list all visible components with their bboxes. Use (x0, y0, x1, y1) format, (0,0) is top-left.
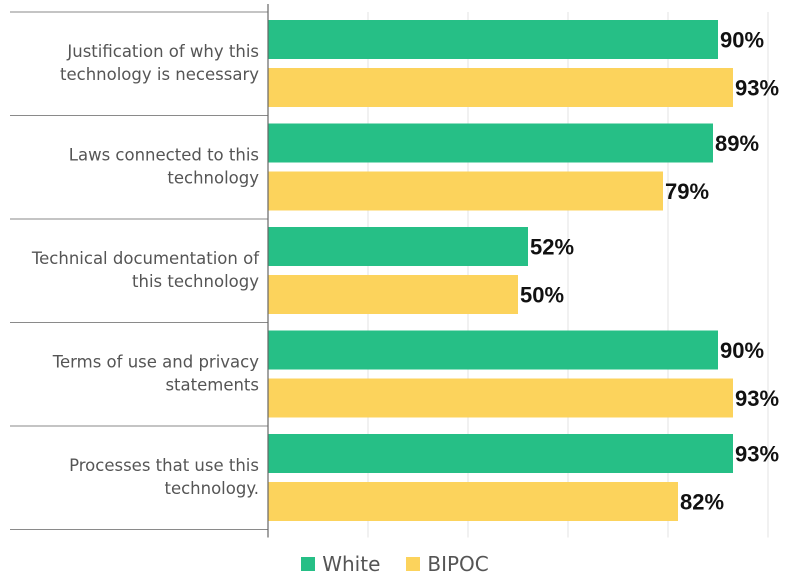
bar-bipoc-3 (268, 378, 733, 418)
category-label-2: Technical documentation of this technolog… (31, 249, 260, 291)
category-label-3: Terms of use and privacy statements (52, 353, 260, 395)
bar-bipoc-0 (268, 68, 733, 107)
bar-bipoc-4 (268, 482, 678, 521)
category-separators (10, 11, 268, 530)
bar-bipoc-2 (268, 275, 518, 314)
category-labels: Justification of why this technology is n… (31, 42, 260, 498)
data-label-bipoc-1: 79% (665, 179, 709, 204)
bar-white-1 (268, 123, 713, 163)
category-label-0: Justification of why this technology is n… (60, 42, 259, 84)
data-label-white-0: 90% (720, 28, 764, 53)
bar-white-3 (268, 330, 718, 370)
bar-bipoc-1 (268, 171, 663, 211)
data-label-bipoc-0: 93% (735, 76, 779, 101)
legend: White BIPOC (0, 552, 790, 576)
bar-white-4 (268, 434, 733, 473)
legend-item-bipoc: BIPOC (406, 552, 489, 576)
data-label-bipoc-2: 50% (520, 283, 564, 308)
data-label-bipoc-4: 82% (680, 490, 724, 515)
data-label-white-3: 90% (720, 338, 764, 363)
legend-label-white: White (322, 552, 381, 576)
bar-white-0 (268, 20, 718, 59)
data-label-white-1: 89% (715, 131, 759, 156)
category-label-1: Laws connected to this technology (69, 146, 259, 188)
legend-swatch-bipoc (406, 557, 421, 571)
bars (268, 20, 733, 521)
legend-swatch-white (301, 557, 316, 571)
data-label-bipoc-3: 93% (735, 386, 779, 411)
bar-white-2 (268, 227, 528, 266)
legend-label-bipoc: BIPOC (427, 552, 489, 576)
data-label-white-4: 93% (735, 442, 779, 467)
category-label-4: Processes that use this technology. (69, 456, 259, 498)
data-labels: 90% 93% 89%79% 52% 50% 90% 93% 93% 82% (520, 28, 779, 515)
data-label-white-2: 52% (530, 235, 574, 260)
legend-item-white: White (301, 552, 380, 576)
